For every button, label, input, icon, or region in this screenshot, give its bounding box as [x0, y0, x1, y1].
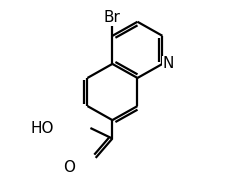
Text: N: N — [162, 56, 173, 71]
Text: Br: Br — [104, 10, 120, 25]
Text: HO: HO — [30, 121, 53, 135]
Text: O: O — [63, 160, 75, 175]
